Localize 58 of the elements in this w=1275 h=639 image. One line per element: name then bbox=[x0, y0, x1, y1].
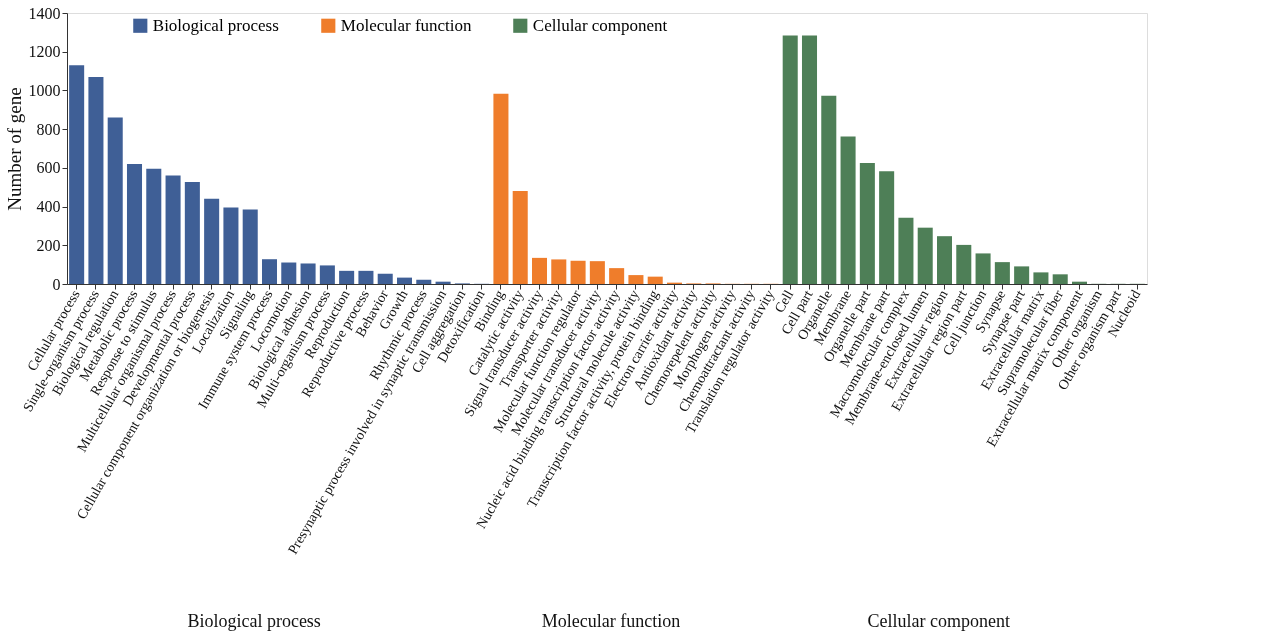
bar bbox=[840, 136, 856, 284]
bar bbox=[975, 253, 991, 284]
y-tick-label: 1000 bbox=[28, 81, 61, 99]
text: Biological process bbox=[187, 611, 321, 631]
y-axis-title: Number of gene bbox=[3, 87, 25, 211]
y-tick-label: 1200 bbox=[28, 43, 61, 61]
legend-label: Cellular component bbox=[532, 15, 668, 35]
bar bbox=[165, 175, 181, 284]
bar bbox=[898, 217, 914, 284]
text: Cellular component bbox=[867, 611, 1011, 631]
bar bbox=[859, 163, 875, 284]
bar bbox=[319, 265, 335, 284]
bar bbox=[88, 76, 104, 284]
bar bbox=[242, 209, 258, 284]
bar bbox=[223, 207, 239, 284]
y-tick-label: 200 bbox=[36, 236, 61, 254]
bar bbox=[339, 270, 355, 284]
legend-label: Molecular function bbox=[340, 15, 473, 35]
bar bbox=[416, 279, 432, 284]
bar bbox=[647, 276, 663, 284]
bar bbox=[936, 236, 953, 284]
y-tick-label: 0 bbox=[52, 275, 61, 293]
bar bbox=[493, 93, 509, 284]
bar bbox=[782, 35, 798, 284]
bar bbox=[300, 263, 316, 284]
bar bbox=[801, 35, 818, 284]
bar bbox=[107, 117, 123, 284]
bar bbox=[879, 171, 895, 284]
bar bbox=[126, 163, 143, 284]
bar bbox=[628, 275, 644, 284]
bar bbox=[358, 270, 374, 284]
text: Molecular function bbox=[541, 611, 681, 631]
bar bbox=[570, 260, 586, 284]
bar bbox=[281, 262, 297, 284]
bar bbox=[994, 262, 1010, 284]
bar bbox=[1033, 272, 1049, 284]
bar bbox=[512, 190, 528, 284]
bar bbox=[184, 181, 200, 284]
y-tick-label: 1400 bbox=[28, 4, 61, 22]
y-tick-label: 600 bbox=[36, 159, 61, 177]
bar bbox=[917, 227, 933, 284]
bar bbox=[589, 261, 605, 284]
legend-label: Biological process bbox=[152, 15, 279, 35]
bar bbox=[531, 257, 548, 284]
bar bbox=[821, 95, 837, 284]
bar bbox=[377, 273, 393, 284]
bar bbox=[204, 198, 220, 284]
bar bbox=[551, 259, 567, 284]
bar bbox=[146, 168, 162, 284]
bar bbox=[609, 268, 625, 284]
y-tick-label: 400 bbox=[36, 198, 61, 216]
y-tick-label: 800 bbox=[36, 120, 61, 138]
bar bbox=[1014, 266, 1030, 284]
bar bbox=[1052, 274, 1068, 284]
bar bbox=[396, 277, 413, 284]
bar bbox=[69, 65, 85, 284]
bar bbox=[956, 244, 972, 284]
bar bbox=[261, 259, 278, 284]
